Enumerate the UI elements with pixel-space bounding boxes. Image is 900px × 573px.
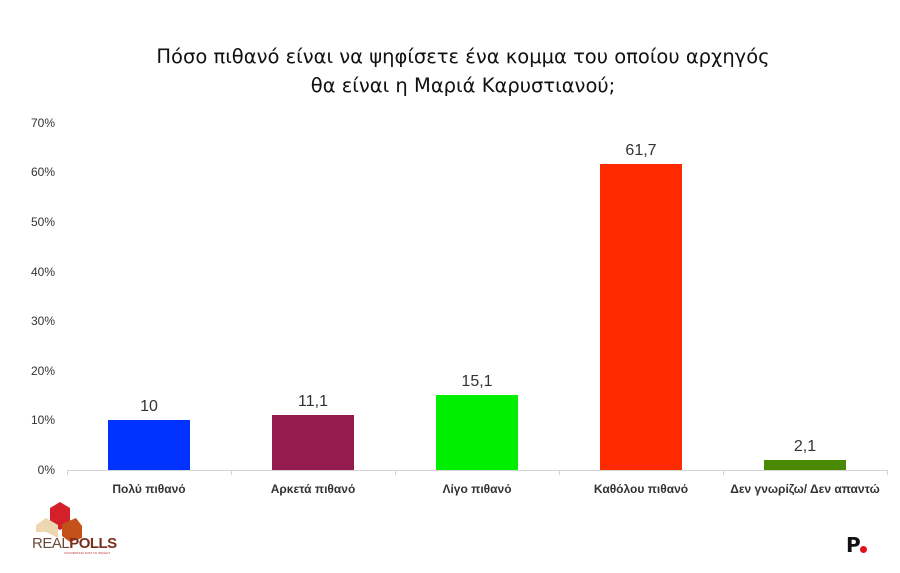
y-tick-label: 50%: [30, 215, 55, 229]
bar-value-label: 11,1: [298, 392, 328, 410]
bar-value-label: 61,7: [625, 141, 657, 159]
chart-title-line-1: Πόσο πιθανό είναι να ψηφίσετε ένα κομμα …: [156, 45, 770, 68]
bar: [764, 459, 846, 470]
x-category-label: Λίγο πιθανό: [442, 482, 512, 496]
x-category-label: Δεν γνωρίζω/ Δεν απαντώ: [730, 482, 880, 496]
y-tick-label: 20%: [30, 363, 55, 378]
realpolls-logo-icon: [36, 502, 82, 542]
bar: [436, 395, 518, 470]
bar: [108, 420, 190, 470]
bar-value-label: 10: [140, 398, 158, 416]
publisher-logo-dot-icon: [860, 546, 867, 553]
realpolls-tagline: CONVERTING DATA TO INSIGHT: [64, 551, 111, 555]
x-axis-line: [67, 470, 887, 471]
x-tick-mark: [559, 470, 560, 475]
x-category-label: Πολύ πιθανό: [112, 482, 186, 496]
bar: [272, 414, 354, 470]
chart-title-line-2: θα είναι η Μαριά Καρυστιανού;: [310, 74, 616, 97]
x-tick-mark: [723, 470, 724, 475]
bar: [600, 163, 682, 470]
y-tick-label: 60%: [30, 165, 55, 180]
x-tick-mark: [67, 470, 68, 475]
x-category-label: Αρκετά πιθανό: [270, 482, 356, 496]
x-category-label: Καθόλου πιθανό: [593, 482, 689, 496]
y-tick-label: 10%: [30, 413, 55, 428]
y-tick-label: 0%: [37, 463, 55, 477]
x-tick-mark: [887, 470, 888, 475]
x-tick-mark: [395, 470, 396, 475]
bar-value-label: 15,1: [461, 373, 493, 391]
x-tick-mark: [231, 470, 232, 475]
realpolls-wordmark: REALPOLLS: [32, 535, 117, 552]
chart-title: Πόσο πιθανό είναι να ψηφίσετε ένα κομμα …: [0, 42, 900, 100]
publisher-logo: P: [846, 533, 861, 557]
y-tick-label: 40%: [30, 264, 55, 279]
bar-value-label: 2,1: [793, 437, 817, 455]
y-tick-label: 70%: [30, 115, 55, 130]
y-tick-label: 30%: [30, 314, 55, 329]
